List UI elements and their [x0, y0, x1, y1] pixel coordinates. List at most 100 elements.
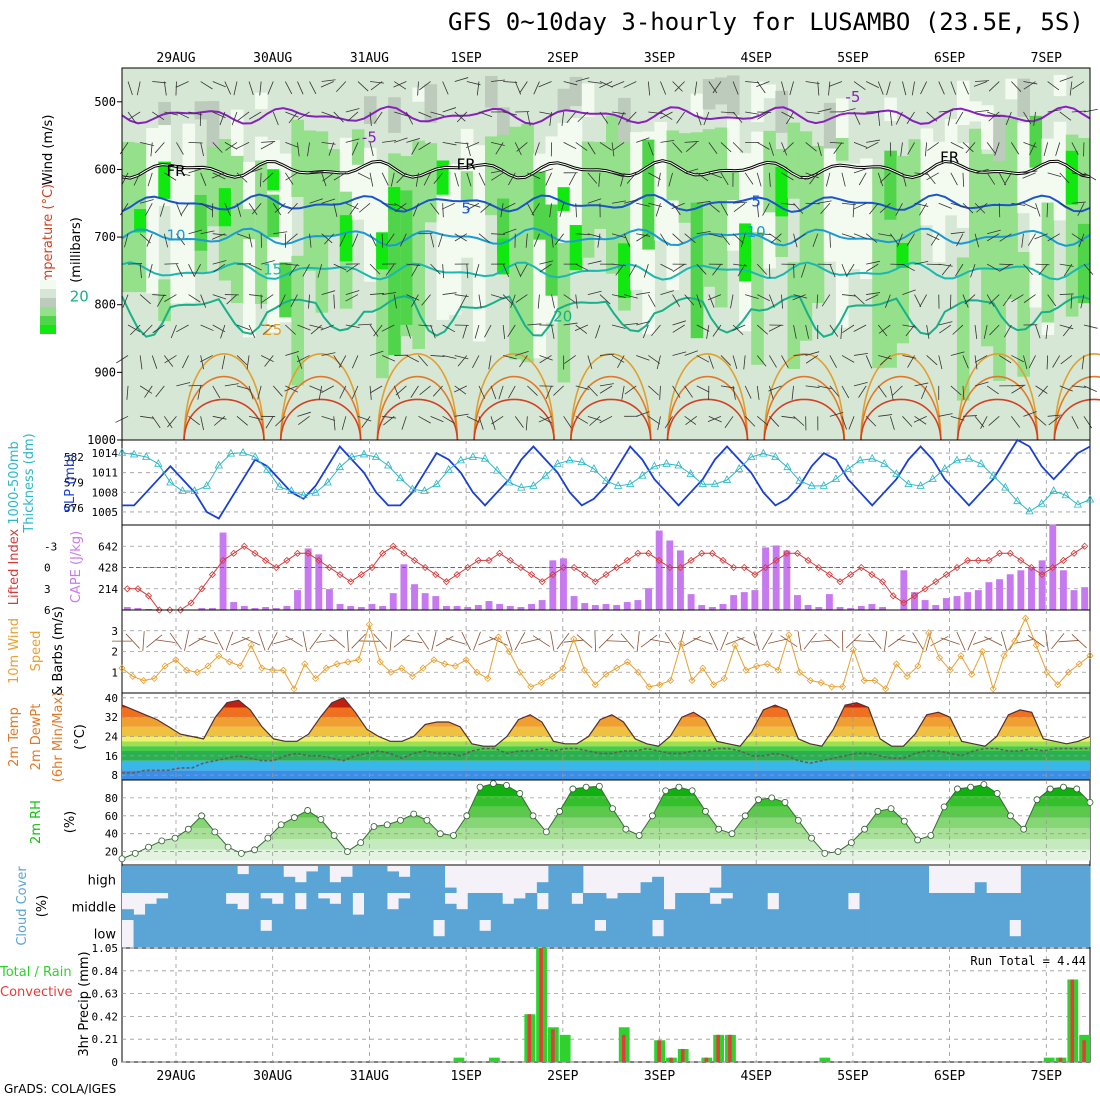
- wind-barb: [1011, 384, 1026, 387]
- li-point: [1070, 549, 1078, 557]
- wind-barb: [737, 263, 746, 277]
- wind-barb: [515, 350, 529, 356]
- wind-barb: [465, 142, 480, 149]
- wind-barb: [163, 81, 167, 96]
- wind-barb: [965, 142, 976, 154]
- isotherm-line: [1053, 352, 1100, 441]
- cape-bar: [432, 596, 440, 610]
- wind-barb: [986, 294, 995, 307]
- rh-point: [237, 849, 245, 857]
- wind-barb: [964, 294, 976, 305]
- wind-barb: [809, 172, 819, 185]
- thickness-point: [650, 461, 659, 470]
- cloud-bar: [306, 871, 319, 893]
- cloud-bar: [133, 866, 146, 893]
- wind-barb: [664, 632, 677, 650]
- rh-cell: [823, 120, 837, 262]
- wind-barb: [164, 416, 173, 429]
- rh-cell: [364, 96, 377, 124]
- wind-barb: [259, 81, 262, 96]
- thickness-point: [771, 452, 780, 460]
- wind-barb: [884, 631, 888, 652]
- wind-barb: [812, 233, 819, 248]
- isotherm-label: FR: [457, 155, 476, 173]
- cape-bar: [411, 584, 418, 610]
- axis-title-line: Wind (m/s): [41, 115, 56, 186]
- wind-speed-point: [484, 674, 492, 683]
- cloud-bar: [767, 920, 780, 947]
- wind-barb: [720, 233, 730, 245]
- wind-barb: [986, 142, 996, 154]
- wind-barb: [415, 172, 419, 187]
- date-label-bottom: 31AUG: [350, 1069, 389, 1084]
- wind-barb: [176, 111, 190, 119]
- thickness-point: [335, 462, 344, 471]
- wind-barb: [824, 634, 840, 649]
- wind-barb: [636, 355, 650, 361]
- wind-barb: [575, 415, 589, 424]
- rh-cell: [787, 262, 801, 369]
- wind-barb: [781, 355, 789, 368]
- cloud-bar: [410, 920, 423, 947]
- y-tick-label: 0: [111, 1056, 118, 1069]
- rh-point: [476, 783, 484, 791]
- cloud-bar: [721, 920, 734, 947]
- temp-line: [121, 697, 1091, 747]
- wind-barb: [829, 355, 837, 368]
- wind-barb: [866, 111, 881, 113]
- wind-barb: [212, 81, 226, 88]
- wind-barb: [720, 385, 735, 389]
- wind-barb: [435, 635, 454, 647]
- cape-bar: [942, 598, 950, 610]
- wind-barb: [175, 81, 189, 88]
- cloud-bar: [329, 920, 342, 947]
- wind-barb: [805, 142, 817, 152]
- wind-barb: [926, 111, 938, 122]
- cloud-bar: [686, 893, 699, 920]
- wind-speed-point: [150, 674, 158, 683]
- thickness-point: [117, 447, 127, 456]
- cloud-bar: [191, 866, 204, 893]
- cloud-bar: [248, 893, 261, 920]
- wind-barb: [321, 172, 327, 187]
- wind-barb: [648, 172, 661, 180]
- wind-barb: [333, 111, 344, 123]
- wind-barb: [466, 172, 472, 187]
- cloud-bar: [306, 920, 319, 947]
- thickness-point: [759, 448, 768, 457]
- wind-barb: [119, 142, 129, 155]
- isotherm-line: [183, 375, 265, 441]
- wind-speed-point: [1011, 637, 1019, 645]
- wind-barb: [394, 111, 408, 117]
- wind-barb: [890, 233, 899, 246]
- wind-barb: [587, 142, 596, 155]
- cape-bar: [1081, 587, 1089, 610]
- wind-barb: [401, 416, 407, 430]
- cloud-bar: [824, 893, 837, 920]
- cloud-bar: [283, 920, 296, 947]
- cloud-bar: [214, 893, 227, 920]
- wind-barb: [768, 264, 771, 279]
- wind-barb: [539, 355, 552, 364]
- precip-legend-total: Total / Rain: [0, 965, 72, 980]
- li-point: [687, 556, 695, 564]
- cloud-bar: [686, 920, 699, 947]
- wind-barb: [599, 142, 612, 151]
- wind-barb: [828, 81, 843, 87]
- isotherm-label: 5: [751, 193, 761, 211]
- wind-barb: [474, 324, 480, 339]
- rh-point: [702, 807, 709, 815]
- wind-barb: [886, 81, 891, 96]
- rh-cell: [243, 209, 256, 240]
- thickness-point: [275, 481, 284, 490]
- thickness-point: [480, 453, 490, 462]
- wind-barb: [531, 203, 540, 216]
- cape-bar: [336, 604, 344, 610]
- wind-barb: [454, 172, 459, 187]
- thickness-point: [299, 490, 308, 499]
- rh-cell: [206, 101, 220, 147]
- wind-barb: [566, 111, 577, 124]
- wind-barb: [1023, 111, 1032, 125]
- thickness-point: [855, 455, 865, 464]
- isotherm-line: [763, 352, 845, 441]
